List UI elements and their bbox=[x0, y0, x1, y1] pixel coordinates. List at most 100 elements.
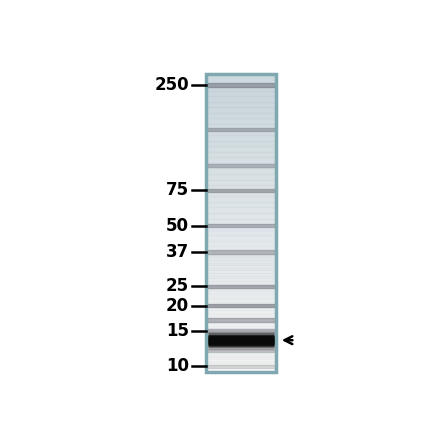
Bar bbox=[206, 347, 276, 348]
Bar bbox=[206, 142, 276, 143]
Bar bbox=[206, 76, 276, 78]
Bar bbox=[206, 111, 276, 112]
Bar bbox=[206, 251, 276, 252]
Bar bbox=[206, 138, 276, 139]
Text: 10: 10 bbox=[166, 357, 189, 375]
Bar bbox=[208, 305, 274, 307]
Bar bbox=[206, 324, 276, 325]
Bar bbox=[206, 150, 276, 151]
Bar bbox=[206, 132, 276, 133]
Bar bbox=[208, 358, 274, 359]
Bar bbox=[206, 102, 276, 103]
Bar bbox=[208, 157, 274, 163]
Bar bbox=[206, 106, 276, 107]
Bar bbox=[206, 208, 276, 209]
Bar bbox=[208, 315, 274, 318]
Bar bbox=[206, 152, 276, 153]
Bar bbox=[208, 135, 274, 141]
Bar bbox=[206, 247, 276, 248]
Bar bbox=[206, 127, 276, 128]
Bar bbox=[206, 299, 276, 300]
Bar bbox=[206, 178, 276, 179]
Bar bbox=[208, 356, 274, 357]
Bar bbox=[206, 126, 276, 127]
Bar bbox=[209, 336, 273, 344]
Bar bbox=[206, 235, 276, 236]
Bar bbox=[208, 343, 274, 344]
Bar bbox=[206, 112, 276, 113]
Bar bbox=[206, 188, 276, 189]
Text: 75: 75 bbox=[166, 181, 189, 199]
Bar bbox=[208, 331, 274, 332]
Bar bbox=[206, 262, 276, 263]
Bar bbox=[206, 333, 276, 334]
Bar bbox=[206, 365, 276, 366]
Bar bbox=[208, 107, 274, 113]
Bar bbox=[206, 174, 276, 175]
Bar bbox=[206, 322, 276, 323]
Bar bbox=[206, 257, 276, 258]
Bar bbox=[206, 93, 276, 94]
Bar bbox=[206, 184, 276, 185]
Bar bbox=[206, 276, 276, 277]
Bar bbox=[207, 329, 275, 333]
Bar bbox=[206, 339, 276, 340]
Text: 50: 50 bbox=[166, 217, 189, 235]
Bar bbox=[208, 276, 274, 278]
Bar bbox=[208, 362, 274, 363]
Bar bbox=[206, 122, 276, 123]
Bar bbox=[208, 219, 274, 224]
Bar bbox=[208, 364, 274, 365]
Bar bbox=[206, 163, 276, 164]
Bar bbox=[206, 326, 276, 327]
Bar bbox=[206, 157, 276, 158]
Bar bbox=[208, 118, 274, 124]
Bar bbox=[208, 355, 274, 356]
Bar bbox=[206, 140, 276, 141]
Bar bbox=[206, 84, 276, 86]
Bar bbox=[208, 294, 274, 297]
Bar bbox=[206, 265, 276, 266]
Bar bbox=[206, 366, 276, 367]
Bar bbox=[206, 121, 276, 122]
Bar bbox=[208, 241, 274, 247]
Bar bbox=[206, 334, 276, 335]
Bar bbox=[208, 168, 274, 174]
Bar bbox=[206, 248, 276, 249]
Bar bbox=[206, 191, 276, 192]
Bar bbox=[208, 292, 274, 294]
Bar bbox=[206, 354, 276, 355]
Bar bbox=[206, 275, 276, 276]
Bar bbox=[208, 202, 274, 207]
Bar bbox=[206, 250, 276, 251]
Bar bbox=[206, 312, 276, 313]
Bar bbox=[208, 179, 274, 185]
Bar bbox=[206, 343, 276, 344]
Bar bbox=[206, 296, 276, 297]
Bar bbox=[206, 79, 276, 80]
Bar bbox=[206, 327, 276, 328]
Bar bbox=[208, 365, 274, 366]
Bar bbox=[206, 114, 276, 115]
Bar bbox=[206, 337, 276, 338]
Bar bbox=[208, 357, 274, 358]
Bar bbox=[207, 285, 275, 288]
Bar bbox=[206, 218, 276, 220]
Bar bbox=[206, 176, 276, 177]
Bar bbox=[206, 269, 276, 270]
Bar bbox=[206, 282, 276, 283]
Bar bbox=[206, 217, 276, 218]
Bar bbox=[206, 261, 276, 262]
Bar bbox=[206, 149, 276, 150]
Bar bbox=[206, 193, 276, 194]
Bar bbox=[208, 252, 274, 254]
Bar bbox=[206, 278, 276, 279]
Bar bbox=[206, 159, 276, 160]
Bar bbox=[207, 250, 275, 254]
Bar bbox=[206, 311, 276, 312]
Bar bbox=[206, 187, 276, 188]
Bar bbox=[206, 131, 276, 132]
Bar bbox=[206, 348, 276, 349]
Bar bbox=[206, 117, 276, 118]
Bar bbox=[206, 156, 276, 157]
